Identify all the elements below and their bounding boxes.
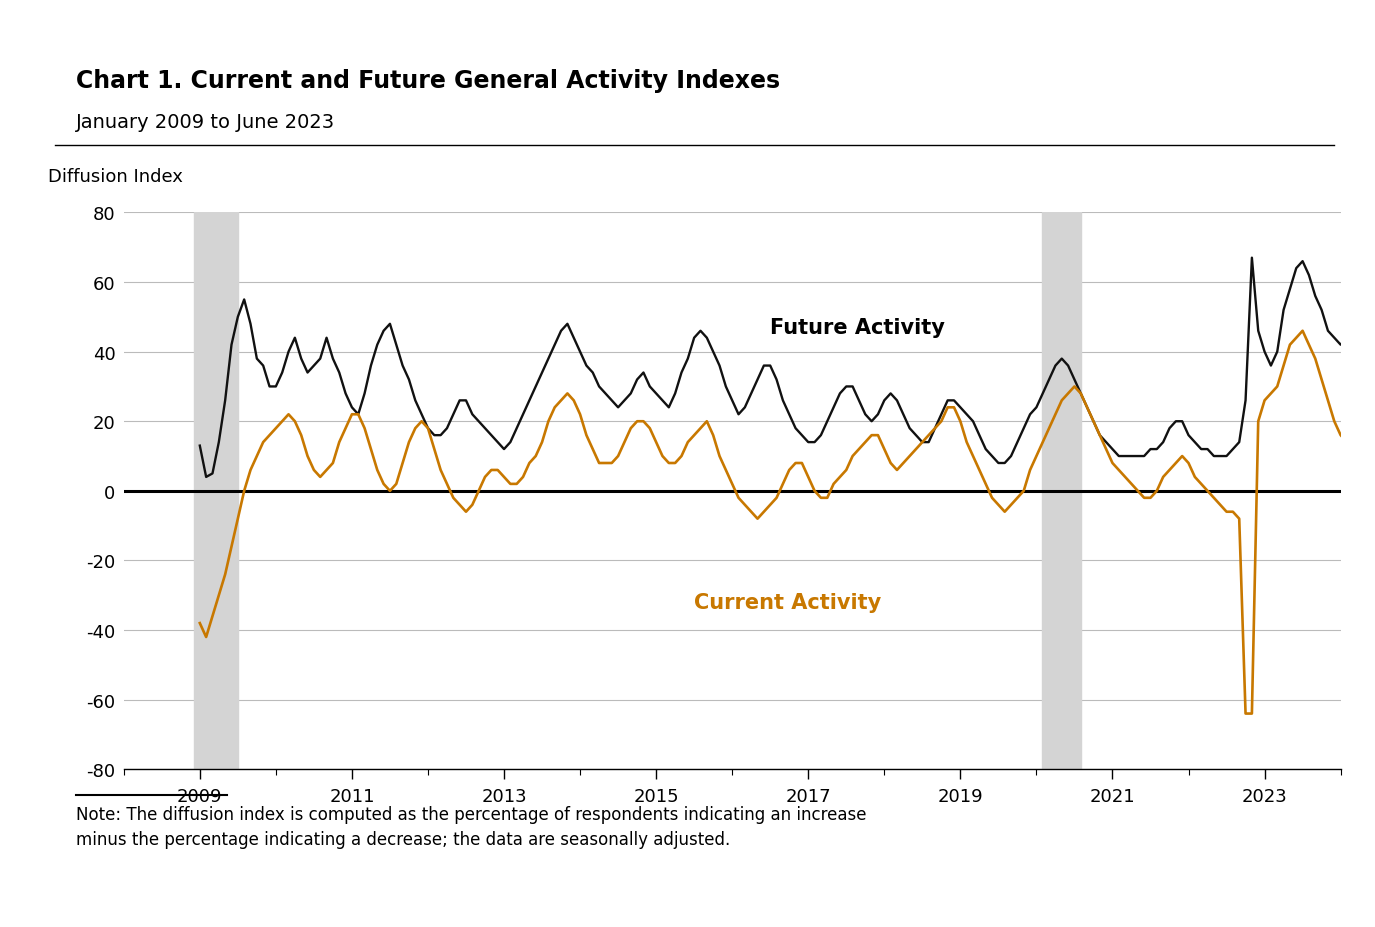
Bar bbox=[1042, 213, 1081, 769]
Text: Note: The diffusion index is computed as the percentage of respondents indicatin: Note: The diffusion index is computed as… bbox=[76, 805, 866, 847]
Bar bbox=[194, 213, 238, 769]
Text: Current Activity: Current Activity bbox=[694, 592, 881, 613]
Text: Diffusion Index: Diffusion Index bbox=[48, 168, 183, 185]
Text: Future Activity: Future Activity bbox=[770, 318, 945, 338]
Text: January 2009 to June 2023: January 2009 to June 2023 bbox=[76, 113, 334, 132]
Text: Chart 1. Current and Future General Activity Indexes: Chart 1. Current and Future General Acti… bbox=[76, 69, 780, 93]
